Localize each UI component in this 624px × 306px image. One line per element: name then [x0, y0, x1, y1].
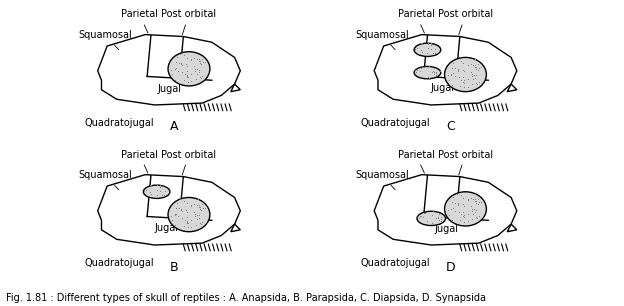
Text: Quadratojugal: Quadratojugal — [361, 118, 431, 128]
Polygon shape — [231, 224, 240, 232]
Text: D: D — [446, 260, 455, 274]
Text: Quadratojugal: Quadratojugal — [84, 118, 154, 128]
Text: Squamosal: Squamosal — [355, 30, 409, 50]
Ellipse shape — [168, 197, 210, 232]
Ellipse shape — [144, 185, 170, 198]
PathPatch shape — [374, 35, 517, 105]
Text: Quadratojugal: Quadratojugal — [84, 258, 154, 268]
Ellipse shape — [417, 211, 446, 226]
Polygon shape — [231, 84, 240, 91]
Ellipse shape — [414, 66, 441, 79]
Ellipse shape — [168, 52, 210, 86]
PathPatch shape — [98, 35, 240, 105]
Ellipse shape — [444, 58, 486, 91]
Text: Jugal: Jugal — [434, 224, 459, 234]
Ellipse shape — [444, 192, 486, 226]
PathPatch shape — [374, 175, 517, 245]
Text: Parietal: Parietal — [397, 150, 434, 173]
Polygon shape — [507, 224, 517, 232]
Text: Squamosal: Squamosal — [79, 30, 132, 50]
Text: A: A — [170, 121, 178, 133]
Text: Parietal: Parietal — [397, 9, 434, 33]
Text: Jugal: Jugal — [154, 223, 178, 233]
Text: Post orbital: Post orbital — [162, 150, 217, 175]
Text: Parietal: Parietal — [121, 9, 158, 33]
Text: Parietal: Parietal — [121, 150, 158, 173]
PathPatch shape — [98, 175, 240, 245]
Text: Fig. 1.81 : Different types of skull of reptiles : A. Anapsida, B. Parapsida, C.: Fig. 1.81 : Different types of skull of … — [6, 293, 486, 303]
Text: B: B — [170, 260, 178, 274]
Text: Jugal: Jugal — [431, 83, 455, 93]
Text: Quadratojugal: Quadratojugal — [361, 258, 431, 268]
Text: Squamosal: Squamosal — [79, 170, 132, 190]
Text: Post orbital: Post orbital — [438, 150, 493, 175]
Text: Post orbital: Post orbital — [162, 9, 217, 35]
Text: Squamosal: Squamosal — [355, 170, 409, 190]
Ellipse shape — [414, 43, 441, 57]
Text: Jugal: Jugal — [158, 84, 182, 94]
Polygon shape — [507, 84, 517, 91]
Text: Post orbital: Post orbital — [438, 9, 493, 35]
Text: C: C — [446, 121, 455, 133]
